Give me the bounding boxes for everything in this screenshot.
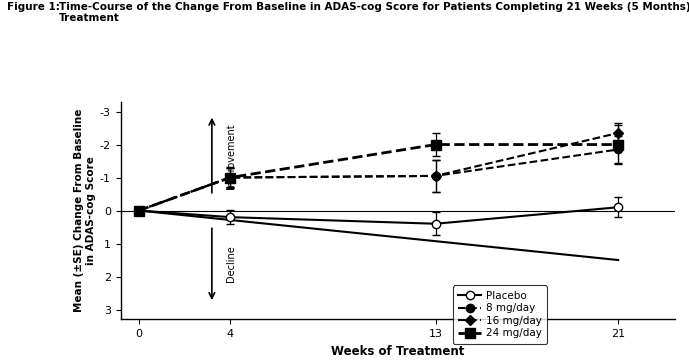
Text: Time-Course of the Change From Baseline in ADAS-cog Score for Patients Completin: Time-Course of the Change From Baseline …: [59, 2, 689, 24]
X-axis label: Weeks of Treatment: Weeks of Treatment: [331, 345, 464, 358]
Text: Improvement: Improvement: [225, 123, 236, 189]
Text: Decline: Decline: [225, 245, 236, 282]
Text: Figure 1:: Figure 1:: [7, 2, 60, 12]
Y-axis label: Mean (±SE) Change From Baseline
in ADAS-cog Score: Mean (±SE) Change From Baseline in ADAS-…: [74, 109, 96, 312]
Legend: Placebo, 8 mg/day, 16 mg/day, 24 mg/day: Placebo, 8 mg/day, 16 mg/day, 24 mg/day: [453, 285, 548, 344]
